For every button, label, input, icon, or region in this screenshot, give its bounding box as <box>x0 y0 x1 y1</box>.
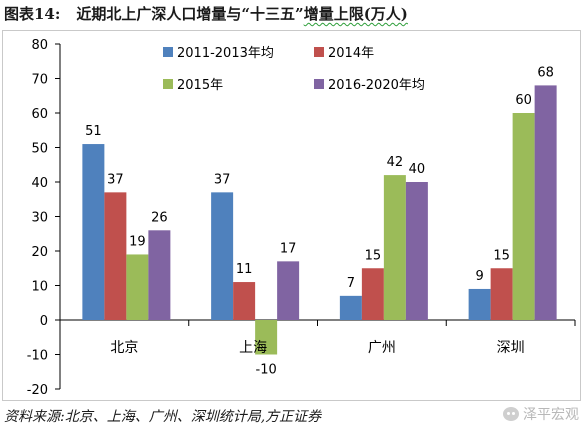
bar <box>490 268 513 320</box>
y-tick-label: 60 <box>31 107 48 122</box>
chart-title: 图表14: 近期北上广深人口增量与“十三五”增量上限(万人) <box>4 3 408 24</box>
data-label: 51 <box>85 124 102 139</box>
x-tick-label: 北京 <box>110 340 138 356</box>
data-label: 37 <box>214 172 231 187</box>
data-label: 19 <box>129 234 146 249</box>
data-label: 26 <box>151 210 168 225</box>
legend-swatch <box>314 47 324 57</box>
y-tick-label: 80 <box>31 38 48 53</box>
source-note: 资料来源:北京、上海、广州、深圳统计局,方正证券 <box>4 409 322 425</box>
bar <box>512 113 535 320</box>
data-label: 40 <box>409 162 426 177</box>
data-label: 7 <box>347 276 355 291</box>
bar <box>82 144 105 320</box>
chart-frame <box>2 30 581 401</box>
data-label: 15 <box>493 248 510 263</box>
y-tick-label: 10 <box>31 280 48 295</box>
wechat-icon <box>503 407 519 421</box>
data-label: 15 <box>365 248 382 263</box>
bar <box>534 85 557 321</box>
y-tick-label: 20 <box>31 245 48 260</box>
legend-swatch <box>163 79 173 89</box>
bar <box>233 282 256 320</box>
bar <box>126 254 149 320</box>
watermark: 泽平宏观 <box>503 404 579 424</box>
legend-label: 2015年 <box>177 78 223 93</box>
bar <box>148 230 171 320</box>
bar <box>255 320 278 355</box>
y-tick-label: 0 <box>40 314 48 329</box>
y-tick-label: 70 <box>31 73 48 88</box>
legend-swatch <box>314 79 324 89</box>
legend-swatch <box>163 47 173 57</box>
y-tick-label: 30 <box>31 211 48 226</box>
legend-label: 2016-2020年均 <box>328 78 425 93</box>
x-tick-label: 广州 <box>368 340 396 356</box>
bar <box>339 295 362 320</box>
legend-label: 2011-2013年均 <box>177 46 274 61</box>
data-label: 42 <box>387 155 404 170</box>
bar <box>361 268 384 320</box>
data-label: 11 <box>236 262 253 277</box>
y-tick-label: -20 <box>27 383 48 398</box>
data-label: 9 <box>475 269 483 284</box>
y-tick-label: -10 <box>27 349 48 364</box>
data-label: 60 <box>515 93 532 108</box>
figure-label: 图表14: <box>4 5 61 23</box>
title-tail: 增量上限(万人) <box>303 5 408 23</box>
bar <box>211 192 234 320</box>
watermark-text: 泽平宏观 <box>523 407 579 423</box>
bar <box>405 182 428 320</box>
legend-label: 2014年 <box>328 46 374 61</box>
bar <box>468 288 491 320</box>
y-tick-label: 40 <box>31 176 48 191</box>
x-tick-label: 上海 <box>239 340 267 356</box>
bar <box>104 192 127 320</box>
x-tick-label: 深圳 <box>497 340 525 356</box>
data-label: 37 <box>107 172 124 187</box>
data-label: -10 <box>256 363 277 378</box>
data-label: 68 <box>537 65 554 80</box>
bar <box>383 175 406 320</box>
bar <box>277 261 300 320</box>
title-main: 近期北上广深人口增量与“十三五” <box>76 5 304 23</box>
y-tick-label: 50 <box>31 142 48 157</box>
data-label: 17 <box>280 241 297 256</box>
